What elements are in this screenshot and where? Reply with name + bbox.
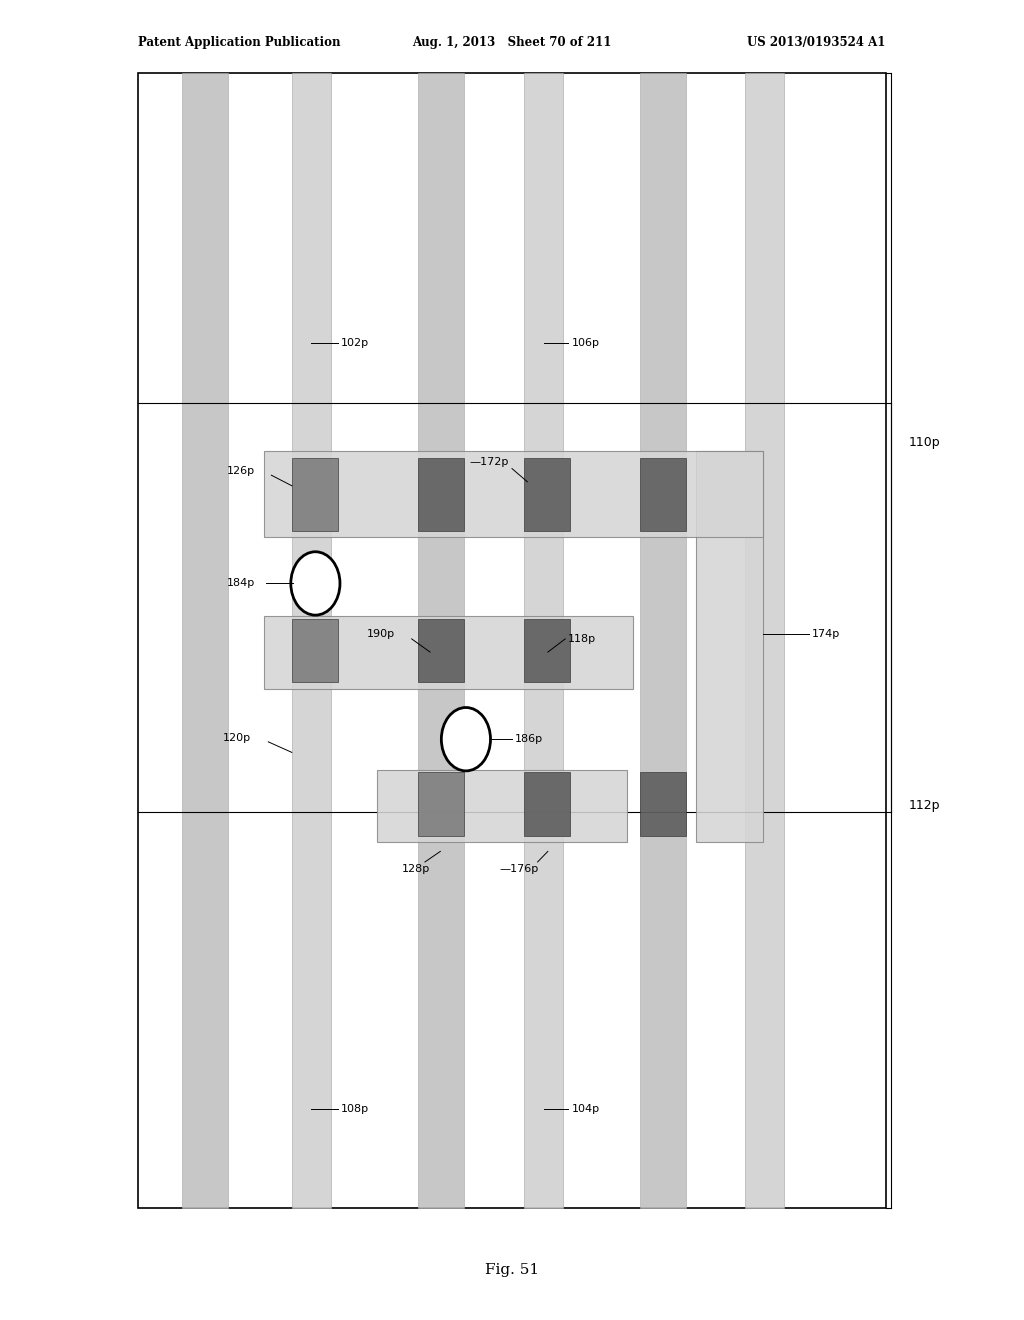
Text: 104p: 104p bbox=[571, 1104, 599, 1114]
Text: 184p: 184p bbox=[227, 578, 256, 589]
Bar bbox=[640, 772, 686, 836]
Text: —172p: —172p bbox=[469, 457, 508, 467]
Text: US 2013/0193524 A1: US 2013/0193524 A1 bbox=[748, 36, 886, 49]
Text: 174p: 174p bbox=[812, 628, 841, 639]
Bar bbox=[524, 772, 570, 836]
Bar bbox=[377, 770, 627, 842]
Bar bbox=[418, 73, 464, 1208]
Bar bbox=[182, 73, 228, 1208]
Text: 112p: 112p bbox=[908, 799, 940, 812]
Text: 120p: 120p bbox=[223, 733, 251, 743]
Bar bbox=[640, 73, 686, 1208]
Bar bbox=[524, 73, 563, 1208]
Bar bbox=[418, 772, 464, 836]
Bar bbox=[418, 619, 464, 682]
Text: 102p: 102p bbox=[341, 338, 369, 348]
Text: 126p: 126p bbox=[227, 466, 255, 477]
Circle shape bbox=[441, 708, 490, 771]
Bar bbox=[524, 458, 570, 531]
Text: 128p: 128p bbox=[401, 863, 430, 874]
Text: Patent Application Publication: Patent Application Publication bbox=[138, 36, 341, 49]
Bar bbox=[418, 458, 464, 531]
Text: 106p: 106p bbox=[571, 338, 599, 348]
Text: Fig. 51: Fig. 51 bbox=[485, 1263, 539, 1276]
Bar bbox=[292, 73, 331, 1208]
Bar bbox=[745, 73, 784, 1208]
Bar bbox=[264, 451, 763, 537]
Bar bbox=[640, 458, 686, 531]
Bar bbox=[696, 451, 763, 842]
Bar bbox=[292, 458, 338, 531]
Bar bbox=[524, 619, 570, 682]
Bar bbox=[292, 619, 338, 682]
Bar bbox=[264, 616, 633, 689]
Text: —176p: —176p bbox=[500, 863, 539, 874]
Text: Aug. 1, 2013   Sheet 70 of 211: Aug. 1, 2013 Sheet 70 of 211 bbox=[413, 36, 611, 49]
Text: 108p: 108p bbox=[341, 1104, 369, 1114]
Text: 118p: 118p bbox=[568, 634, 596, 644]
Bar bbox=[138, 73, 886, 1208]
Text: 186p: 186p bbox=[515, 734, 543, 744]
Text: 190p: 190p bbox=[367, 628, 394, 639]
Text: 110p: 110p bbox=[908, 436, 940, 449]
Circle shape bbox=[291, 552, 340, 615]
